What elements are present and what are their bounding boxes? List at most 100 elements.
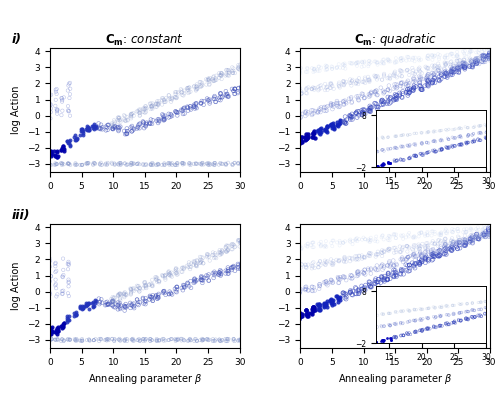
Point [218,94,226,100]
Point [116,117,124,124]
Point [442,247,450,253]
Point [304,241,312,247]
Point [126,286,134,293]
Point [386,72,394,79]
Point [416,259,424,266]
Point [128,301,136,308]
Point [424,79,432,85]
Point [346,113,354,119]
Point [386,100,394,106]
Point [58,98,66,105]
Point [116,125,124,131]
Point [374,62,382,68]
Point [480,232,488,238]
Point [442,242,450,248]
Point [466,236,474,242]
Point [142,282,150,288]
Point [454,226,462,232]
Point [402,256,410,262]
Point [340,60,348,67]
Point [231,86,239,92]
Point [168,95,176,101]
Point [438,70,446,76]
Point [48,336,56,342]
Point [323,259,331,266]
Point [153,278,161,285]
Point [147,161,155,168]
Point [378,266,386,273]
Point [96,298,104,305]
Point [358,111,366,118]
Point [192,100,200,106]
Point [154,294,162,300]
Point [184,338,192,344]
Point [391,60,399,66]
Point [153,162,161,168]
Point [393,74,401,80]
Point [196,260,204,266]
Point [380,275,388,281]
Point [424,256,432,262]
Point [52,260,60,267]
Point [184,264,192,270]
Point [437,229,445,236]
Point [206,100,214,107]
Point [230,68,237,74]
Point [72,336,80,342]
Point [158,162,166,168]
Point [462,60,469,67]
Point [352,60,360,67]
Point [442,244,450,251]
Point [162,337,170,344]
Point [316,306,324,313]
Point [410,58,418,64]
Point [414,56,422,63]
Point [308,263,316,269]
Point [205,77,213,83]
Point [405,88,413,94]
Point [304,134,312,140]
Point [348,114,356,120]
Point [475,236,483,242]
Point [52,161,60,167]
Point [45,290,53,296]
Point [462,240,469,246]
Point [424,247,432,254]
Point [442,226,450,232]
Point [412,80,420,86]
Point [230,264,237,270]
Point [410,261,418,267]
Point [354,286,362,293]
Point [335,104,343,110]
Point [234,266,242,272]
Point [377,60,385,66]
Point [360,254,368,260]
Point [322,126,330,132]
Point [372,252,380,258]
Point [103,336,111,342]
Point [216,338,224,344]
Point [342,116,350,123]
Point [444,243,452,249]
Point [152,337,160,344]
Point [314,68,322,74]
Point [404,262,411,269]
Point [165,269,173,276]
Point [90,337,98,343]
Point [82,301,90,307]
Point [76,303,84,309]
Point [346,287,354,294]
Point [190,276,198,282]
Point [385,247,393,254]
Point [479,56,487,62]
Point [468,227,475,233]
Point [480,47,488,53]
Point [166,270,174,277]
Point [405,230,413,236]
Point [473,55,481,61]
Point [79,128,87,135]
Point [190,104,198,110]
Point [397,68,405,74]
Point [174,162,182,168]
Point [110,338,118,344]
